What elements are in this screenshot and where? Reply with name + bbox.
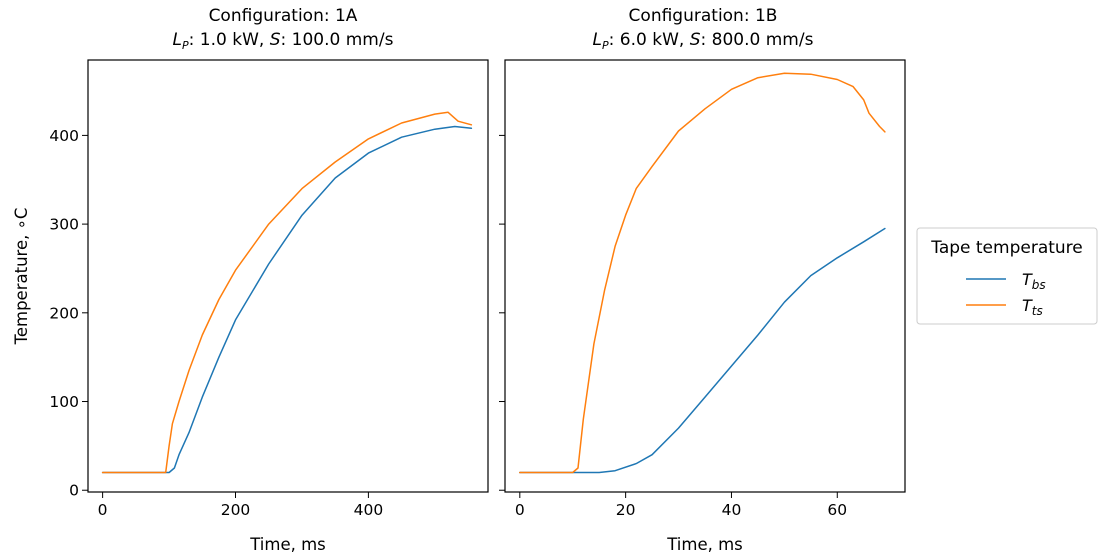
panel-1a-xtick-label: 400: [354, 501, 384, 519]
panel-1a-xlabel: Time, ms: [249, 535, 326, 554]
panel-1b-lp-symbol: L: [593, 30, 602, 50]
legend-label-tts-symbol: T: [1022, 296, 1033, 315]
panel-1a-ytick-label: 200: [49, 304, 79, 322]
panel-1a-ytick-label: 100: [49, 393, 79, 411]
panel-1a-ytick-label: 300: [49, 216, 79, 234]
panel-1a-frame: [87, 59, 489, 493]
panel-1b-lp-sub: P: [602, 39, 609, 52]
panel-1a: Configuration: 1A LP: 1.0 kW, S: 100.0 m…: [12, 6, 489, 554]
panel-1b-xtick-label: 0: [515, 501, 525, 519]
panel-1b-title: Configuration: 1B: [629, 6, 778, 26]
panel-1a-lp-symbol: L: [173, 30, 182, 50]
panel-1a-ytick-label: 0: [69, 482, 79, 500]
panel-1b-subtitle: LP: 6.0 kW, S: 800.0 mm/s: [593, 30, 814, 52]
legend-label-tts: Tts: [1022, 296, 1043, 318]
panel-1b-s-symbol: S: [690, 30, 701, 50]
panel-1b-xtick-label: 40: [722, 501, 742, 519]
panel-1b-lp-value: : 6.0 kW,: [609, 30, 690, 50]
legend: Tape temperature Tbs Tts: [916, 227, 1098, 325]
panel-1a-title: Configuration: 1A: [209, 6, 358, 26]
panel-1a-xtick-label: 0: [98, 501, 108, 519]
panel-1a-ticks: 0 200 400 0 100 200 300 400: [49, 127, 383, 519]
panel-1b: Configuration: 1B LP: 6.0 kW, S: 800.0 m…: [499, 6, 906, 554]
panel-1b-xtick-label: 20: [616, 501, 636, 519]
panel-1b-series-tbs: [519, 227, 886, 474]
panel-1a-xtick-label: 200: [221, 501, 251, 519]
panel-1a-ytick-label: 400: [49, 127, 79, 145]
panel-1a-lp-value: : 1.0 kW,: [189, 30, 270, 50]
panel-1b-series-tts: [519, 72, 886, 474]
panel-1a-ylabel: Temperature, ∘C: [12, 208, 31, 346]
panel-1a-s-symbol: S: [270, 30, 281, 50]
panel-1a-lp-sub: P: [182, 39, 189, 52]
panel-1a-series: [101, 111, 473, 474]
panel-1a-series-tbs: [101, 125, 473, 474]
legend-label-tbs-symbol: T: [1022, 270, 1033, 289]
panel-1b-frame: [504, 59, 906, 493]
legend-label-tbs-sub: bs: [1032, 278, 1046, 292]
panel-1b-xtick-label: 60: [827, 501, 847, 519]
legend-label-tts-sub: ts: [1032, 304, 1043, 318]
panel-1b-series: [519, 72, 886, 474]
panel-1a-subtitle: LP: 1.0 kW, S: 100.0 mm/s: [173, 30, 394, 52]
panel-1a-s-value: : 100.0 mm/s: [281, 30, 394, 50]
panel-1b-xlabel: Time, ms: [666, 535, 743, 554]
legend-title: Tape temperature: [930, 238, 1083, 258]
legend-frame: [916, 227, 1098, 325]
legend-label-tbs: Tbs: [1022, 270, 1046, 292]
panel-1b-s-value: : 800.0 mm/s: [701, 30, 814, 50]
panel-1a-series-tts: [101, 111, 473, 474]
panel-1b-ticks: 0 20 40 60: [499, 134, 847, 519]
